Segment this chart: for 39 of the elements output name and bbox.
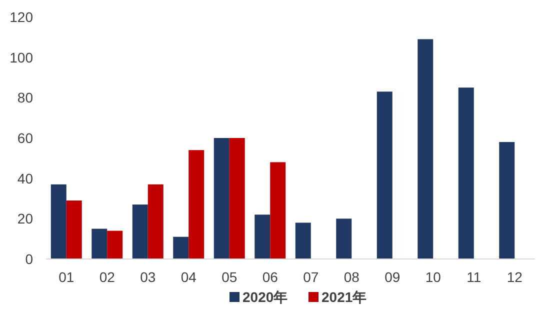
x-tick-label: 03 xyxy=(140,269,156,285)
x-tick-label: 12 xyxy=(506,269,523,285)
x-tick-label: 11 xyxy=(466,269,482,285)
x-tick-label: 02 xyxy=(99,269,116,285)
y-tick-label: 80 xyxy=(17,90,34,106)
x-tick-label: 09 xyxy=(384,269,400,285)
x-tick-label: 08 xyxy=(344,269,360,285)
bar xyxy=(499,142,515,259)
y-tick-label: 0 xyxy=(25,251,34,267)
bar xyxy=(214,138,230,259)
y-tick-label: 60 xyxy=(17,130,34,146)
x-tick-label: 06 xyxy=(262,269,278,285)
bar xyxy=(107,230,123,259)
legend-label: 2020年 xyxy=(242,289,288,305)
x-tick-label: 04 xyxy=(180,269,197,285)
bar xyxy=(295,222,311,259)
bar xyxy=(50,184,66,259)
x-tick-label: 10 xyxy=(425,269,442,285)
x-tick-label: 01 xyxy=(58,269,74,285)
bar xyxy=(132,204,148,259)
bar xyxy=(254,214,270,259)
y-tick-label: 100 xyxy=(10,49,34,66)
bar xyxy=(173,236,189,259)
bar xyxy=(148,184,164,259)
bar xyxy=(66,200,82,259)
x-tick-label: 07 xyxy=(303,269,319,285)
bar xyxy=(229,138,245,259)
y-tick-label: 20 xyxy=(17,210,34,227)
legend-label: 2021年 xyxy=(322,289,367,305)
y-tick-label: 120 xyxy=(10,9,34,25)
bar xyxy=(336,218,352,259)
bar xyxy=(92,228,108,259)
x-tick-label: 05 xyxy=(222,269,238,285)
y-tick-label: 40 xyxy=(17,170,34,186)
bar xyxy=(270,162,286,259)
bar xyxy=(418,39,434,259)
bar xyxy=(188,150,204,259)
bar xyxy=(458,88,474,259)
bar xyxy=(376,92,392,259)
